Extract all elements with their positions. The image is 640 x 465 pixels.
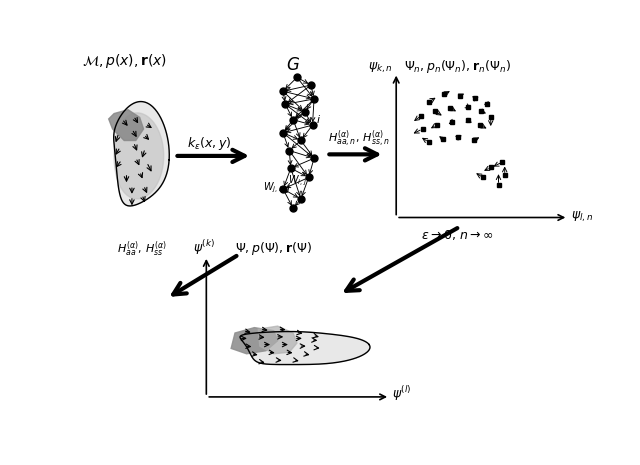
Text: $W_{i,j}$: $W_{i,j}$ bbox=[288, 173, 307, 188]
Text: $\Psi, p(\Psi), \mathbf{r}(\Psi)$: $\Psi, p(\Psi), \mathbf{r}(\Psi)$ bbox=[235, 240, 312, 257]
Text: $\psi_{k,n}$: $\psi_{k,n}$ bbox=[369, 60, 393, 75]
Polygon shape bbox=[114, 113, 164, 199]
Text: $\Psi_n, p_n(\Psi_n), \mathbf{r}_n(\Psi_n)$: $\Psi_n, p_n(\Psi_n), \mathbf{r}_n(\Psi_… bbox=[404, 58, 511, 75]
Text: $H^{(\alpha)}_{aa},\, H^{(\alpha)}_{ss}$: $H^{(\alpha)}_{aa},\, H^{(\alpha)}_{ss}$ bbox=[117, 239, 167, 259]
Polygon shape bbox=[259, 326, 297, 354]
Text: $i$: $i$ bbox=[316, 113, 321, 125]
Text: $k_\epsilon(x,y)$: $k_\epsilon(x,y)$ bbox=[187, 135, 231, 152]
Text: $G$: $G$ bbox=[286, 57, 300, 73]
Text: $W_{j,i}$: $W_{j,i}$ bbox=[263, 181, 282, 195]
Text: $\psi^{(k)}$: $\psi^{(k)}$ bbox=[193, 238, 215, 257]
Polygon shape bbox=[109, 110, 143, 140]
Text: $H^{(\alpha)}_{aa,n},\, H^{(\alpha)}_{ss,n}$: $H^{(\alpha)}_{aa,n},\, H^{(\alpha)}_{ss… bbox=[328, 128, 390, 149]
Text: $\epsilon \to 0,\, n \to \infty$: $\epsilon \to 0,\, n \to \infty$ bbox=[421, 228, 494, 242]
Text: $\mathcal{M}, p(x), \mathbf{r}(x)$: $\mathcal{M}, p(x), \mathbf{r}(x)$ bbox=[83, 52, 167, 70]
Text: $j$: $j$ bbox=[285, 180, 292, 194]
Polygon shape bbox=[114, 101, 169, 206]
Polygon shape bbox=[240, 332, 370, 365]
Text: $\psi_{l,n}$: $\psi_{l,n}$ bbox=[571, 210, 593, 224]
Polygon shape bbox=[231, 328, 278, 354]
Text: $\psi^{(l)}$: $\psi^{(l)}$ bbox=[392, 385, 411, 404]
